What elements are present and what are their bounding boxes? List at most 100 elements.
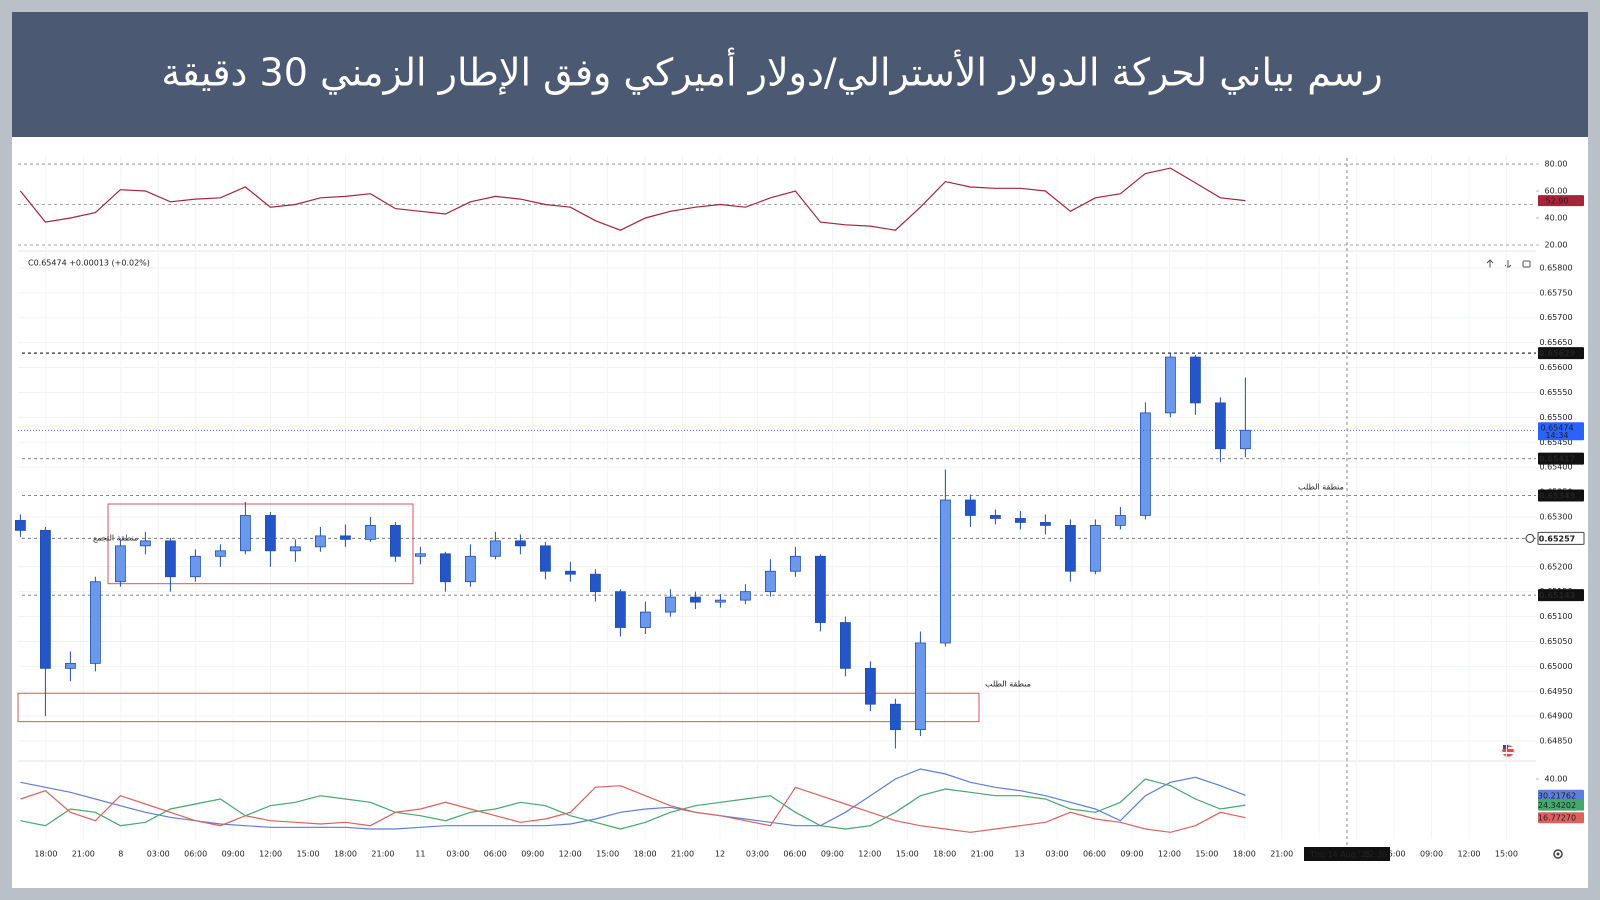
level-icon — [1525, 533, 1535, 543]
y-tick-label: 0.64950 — [1539, 687, 1572, 696]
candle-body — [289, 546, 301, 552]
candle-body — [214, 550, 226, 557]
y-tick-label: 0.65400 — [1539, 463, 1572, 472]
candle-body — [715, 599, 726, 603]
candle-body — [40, 530, 51, 669]
x-tick-label: 15:00 — [896, 850, 919, 859]
x-tick-label: 03:00 — [446, 850, 469, 859]
candle-body — [1215, 402, 1226, 450]
candle-body — [239, 515, 251, 552]
price-label-box — [1538, 347, 1584, 360]
y-tick-label: 40.00 — [1545, 214, 1568, 223]
candle-body — [189, 555, 201, 578]
indicator-line — [20, 785, 1246, 833]
price-label: 0.65343 — [1539, 492, 1575, 501]
candle-body — [790, 555, 801, 572]
x-tick-label: 21:00 — [971, 850, 994, 859]
candle-body — [890, 703, 901, 731]
candle-body — [965, 499, 976, 516]
x-tick-label: 8 — [118, 850, 123, 859]
zone-label: منطقة التجمع — [93, 534, 138, 543]
x-tick-label: 15:00 — [1495, 850, 1518, 859]
candle-body — [765, 570, 776, 593]
header — [12, 12, 1588, 137]
indicator-line — [20, 778, 1246, 830]
y-tick-label: 0.65550 — [1539, 388, 1572, 397]
candle-body — [1065, 525, 1076, 572]
indicator-label: 16.77270 — [1538, 814, 1576, 823]
candle-body — [915, 642, 926, 731]
zone — [107, 503, 414, 585]
y-tick-label: 0.65750 — [1539, 288, 1572, 297]
candle-body — [1240, 429, 1251, 450]
indicator-label-box — [1538, 812, 1584, 824]
x-tick-label: 15:00 — [596, 850, 619, 859]
x-tick-label: 21:00 — [1270, 850, 1293, 859]
zone — [17, 692, 980, 723]
price-label: 0.65257 — [1539, 534, 1575, 543]
candle-body — [1165, 356, 1176, 414]
x-tick-label: 06:00 — [184, 850, 207, 859]
candle-body — [565, 570, 576, 575]
candle-body — [1040, 522, 1051, 526]
candle-body — [640, 611, 651, 628]
y-tick-label: 0.65600 — [1539, 363, 1572, 372]
y-tick-label: 0.65300 — [1539, 512, 1572, 521]
price-label: 0.65417 — [1539, 455, 1575, 464]
cursor-time: 02:30 — [1364, 850, 1387, 859]
x-tick-label: 06:00 — [1083, 850, 1106, 859]
x-tick-label: 13 — [1015, 850, 1025, 859]
candle-body — [515, 540, 526, 547]
candle-body — [90, 581, 101, 664]
cursor-date: Thu 14 Aug '25 — [1309, 850, 1371, 859]
y-tick-label: 0.65050 — [1539, 637, 1572, 646]
candle-body — [815, 555, 826, 623]
scroll-up-icon[interactable] — [1486, 259, 1494, 268]
x-tick-label: 15:00 — [1195, 850, 1218, 859]
candle-body — [1090, 525, 1101, 572]
x-tick-label: 09:00 — [222, 850, 245, 859]
x-tick-label: 18:00 — [1233, 850, 1256, 859]
y-tick-label: 80.00 — [1545, 160, 1568, 169]
title: رسم بياني لحركة الدولار الأسترالي/دولار … — [161, 48, 1382, 96]
x-tick-label: 11 — [415, 850, 425, 859]
candle-body — [615, 591, 626, 628]
candle-body — [115, 545, 126, 583]
zone-label: منطقة الطلب — [985, 680, 1031, 689]
candle-body — [364, 525, 376, 540]
candle-body — [389, 525, 401, 557]
x-tick-label: 03:00 — [1046, 850, 1069, 859]
y-tick-label: 0.65450 — [1539, 438, 1572, 447]
y-tick-label: 0.65800 — [1539, 263, 1572, 272]
candle-body — [1190, 356, 1201, 404]
candle-body — [840, 622, 851, 669]
countdown: 14:34 — [1545, 431, 1568, 440]
candle-body — [865, 667, 876, 705]
x-tick-label: 21:00 — [72, 850, 95, 859]
y-tick-label: 0.65700 — [1539, 313, 1572, 322]
settings-icon[interactable] — [1553, 849, 1563, 859]
ohlc-legend: C0.65474 +0.00013 (+0.02%) — [28, 259, 150, 268]
annotation: منطقة الطلب — [1298, 483, 1344, 492]
candle-body — [264, 515, 276, 552]
x-tick-label: 18:00 — [334, 850, 357, 859]
candle-body — [590, 573, 601, 593]
price-label-box — [1538, 452, 1584, 465]
y-tick-label: 60.00 — [1545, 187, 1568, 196]
reset-icon[interactable] — [1522, 260, 1531, 268]
candle-body — [990, 515, 1001, 519]
x-tick-label: 06:00 — [783, 850, 806, 859]
indicator-label: 30.21762 — [1538, 791, 1576, 800]
price-label-box — [1538, 589, 1584, 602]
indicator-label-box — [1538, 789, 1584, 801]
candle-body — [1115, 515, 1126, 526]
candle-body — [740, 591, 751, 601]
y-tick-label: 0.65100 — [1539, 612, 1572, 621]
price-label: 0.65629 — [1539, 349, 1576, 358]
x-tick-label: 12:00 — [1457, 850, 1480, 859]
x-tick-label: 09:00 — [1120, 850, 1143, 859]
y-tick-label: 0.64900 — [1539, 712, 1572, 721]
x-tick-label: 18:00 — [634, 850, 657, 859]
